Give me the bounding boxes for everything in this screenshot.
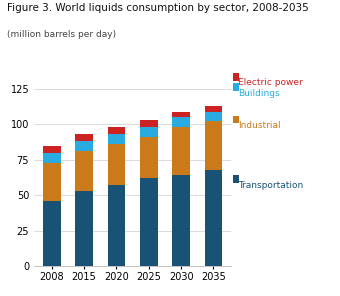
- Bar: [205, 112, 222, 121]
- Bar: [172, 176, 190, 266]
- Bar: [205, 106, 222, 112]
- Text: Figure 3. World liquids consumption by sector, 2008-2035: Figure 3. World liquids consumption by s…: [7, 3, 309, 13]
- Bar: [172, 112, 190, 117]
- Bar: [172, 117, 190, 127]
- Bar: [75, 191, 93, 266]
- Bar: [43, 153, 61, 163]
- Bar: [75, 134, 93, 141]
- Bar: [140, 137, 158, 178]
- Bar: [205, 170, 222, 266]
- Bar: [43, 201, 61, 266]
- Bar: [107, 185, 125, 266]
- Text: Electric power: Electric power: [238, 78, 303, 87]
- Bar: [140, 120, 158, 127]
- Bar: [140, 127, 158, 137]
- Bar: [43, 163, 61, 201]
- Text: Transportation: Transportation: [238, 181, 303, 189]
- Bar: [75, 151, 93, 191]
- Text: Buildings: Buildings: [238, 89, 279, 98]
- Bar: [172, 127, 190, 176]
- Bar: [140, 178, 158, 266]
- Text: (million barrels per day): (million barrels per day): [7, 30, 116, 38]
- Bar: [43, 146, 61, 153]
- Bar: [107, 127, 125, 134]
- Bar: [75, 141, 93, 151]
- Bar: [205, 121, 222, 170]
- Bar: [107, 144, 125, 185]
- Text: Industrial: Industrial: [238, 121, 280, 130]
- Bar: [107, 134, 125, 144]
